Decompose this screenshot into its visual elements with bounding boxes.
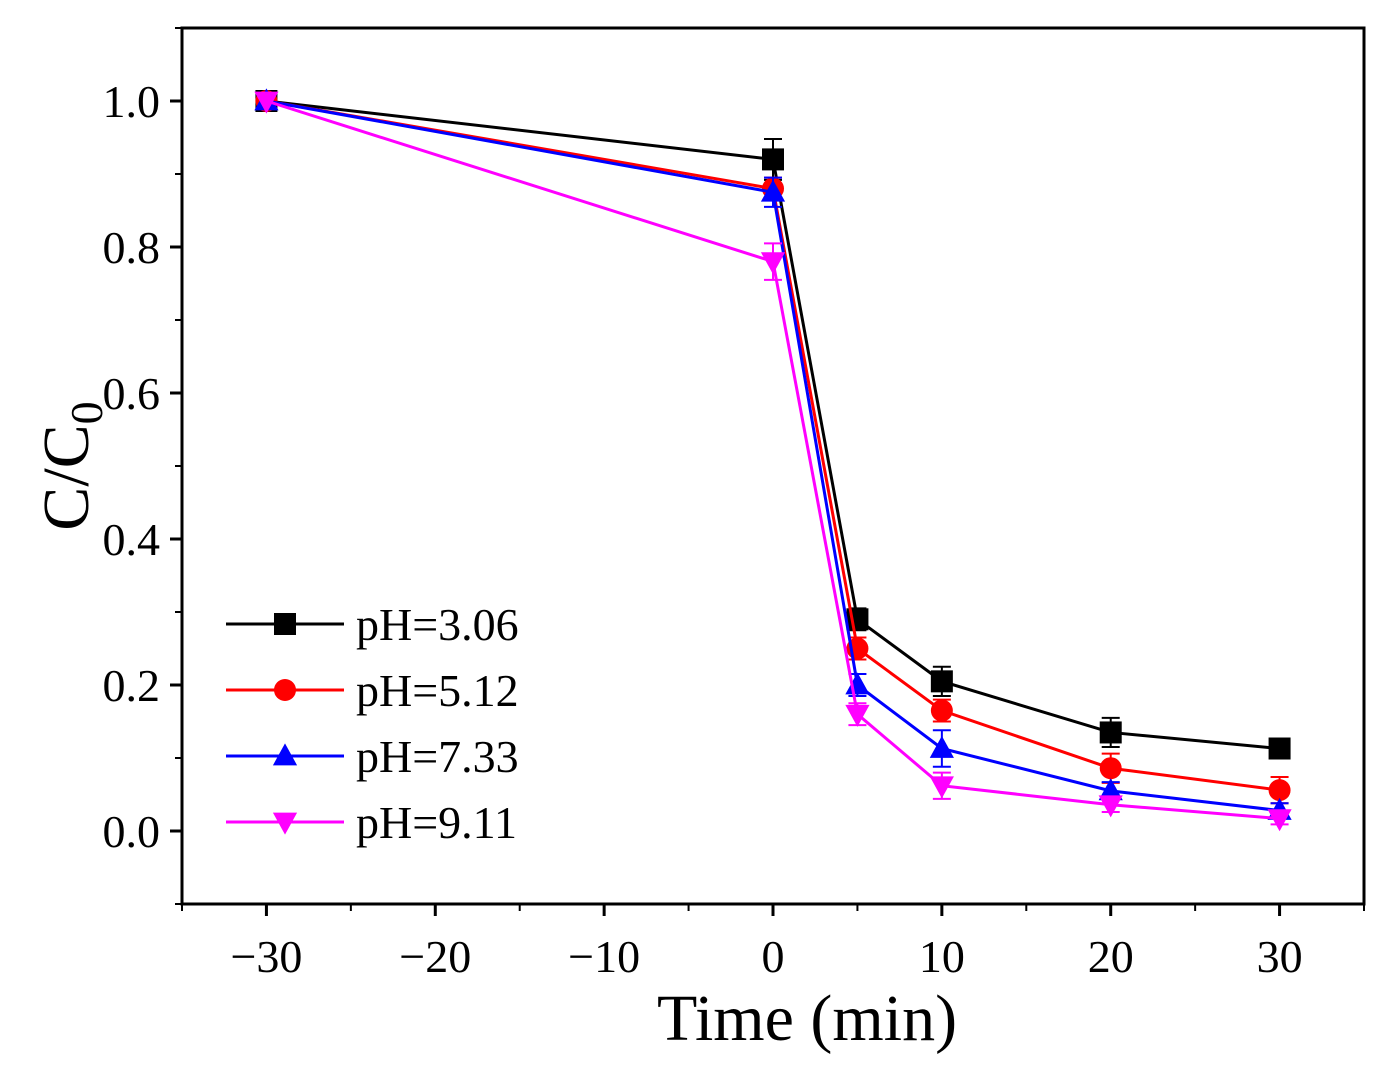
data-point <box>762 148 784 171</box>
axis-tick-labels: −30 −20 −10 0 10 20 30 0.0 0.2 0.4 0.6 0.8 1.0 <box>103 76 1303 982</box>
series-line <box>265 99 1280 821</box>
data-point <box>929 776 954 799</box>
legend: pH=3.06 pH=5.12 pH=7.33 pH=9.11 <box>226 599 519 848</box>
y-tick-label: 0.0 <box>103 806 161 857</box>
series-line <box>266 99 1280 813</box>
data-point <box>1268 779 1291 802</box>
y-tick-label: 0.8 <box>103 222 161 273</box>
y-axis-title-subscript: 0 <box>61 401 112 424</box>
y-tick-label: 1.0 <box>103 76 161 127</box>
data-point <box>1268 737 1291 760</box>
data-point <box>1267 809 1292 832</box>
y-axis-title: C/C0 <box>30 401 112 530</box>
legend-marker <box>272 743 298 766</box>
y-tick-label: 0.6 <box>103 368 161 419</box>
data-point <box>1098 778 1123 801</box>
legend-marker <box>274 679 296 701</box>
data-point <box>1099 721 1122 744</box>
data-point <box>929 735 954 758</box>
data-point <box>760 179 786 202</box>
data-point <box>760 252 786 275</box>
data-series <box>254 88 1292 832</box>
y-tick-label: 0.2 <box>103 660 161 711</box>
legend-item: pH=3.06 <box>226 599 519 650</box>
legend-item: pH=9.11 <box>226 797 517 848</box>
axis-ticks <box>170 27 1365 916</box>
legend-marker <box>274 613 296 635</box>
svg-text:C/C0: C/C0 <box>30 401 112 530</box>
series-line <box>266 99 1280 751</box>
x-tick-label: −10 <box>568 931 640 982</box>
y-axis-title-main: C/C <box>30 424 103 530</box>
x-tick-label: 30 <box>1257 931 1303 982</box>
y-tick-label: 0.4 <box>103 514 161 565</box>
data-point <box>930 670 953 693</box>
series-pH=9.11 <box>254 91 1292 832</box>
data-point <box>254 91 279 114</box>
data-point <box>1099 757 1122 780</box>
data-point <box>845 704 870 727</box>
legend-label: pH=5.12 <box>356 665 519 716</box>
legend-item: pH=7.33 <box>226 731 519 782</box>
x-tick-label: 0 <box>762 931 785 982</box>
x-tick-label: −30 <box>230 931 302 982</box>
series-line <box>266 99 1280 792</box>
x-tick-label: 20 <box>1088 931 1134 982</box>
legend-label: pH=7.33 <box>356 731 519 782</box>
data-point <box>1098 795 1123 818</box>
legend-label: pH=9.11 <box>356 797 517 848</box>
x-axis-title: Time (min) <box>657 982 957 1055</box>
data-point <box>930 699 953 722</box>
x-tick-label: 10 <box>919 931 965 982</box>
x-tick-label: −20 <box>399 931 471 982</box>
legend-label: pH=3.06 <box>356 599 519 650</box>
legend-item: pH=5.12 <box>226 665 519 716</box>
legend-marker <box>272 812 298 835</box>
